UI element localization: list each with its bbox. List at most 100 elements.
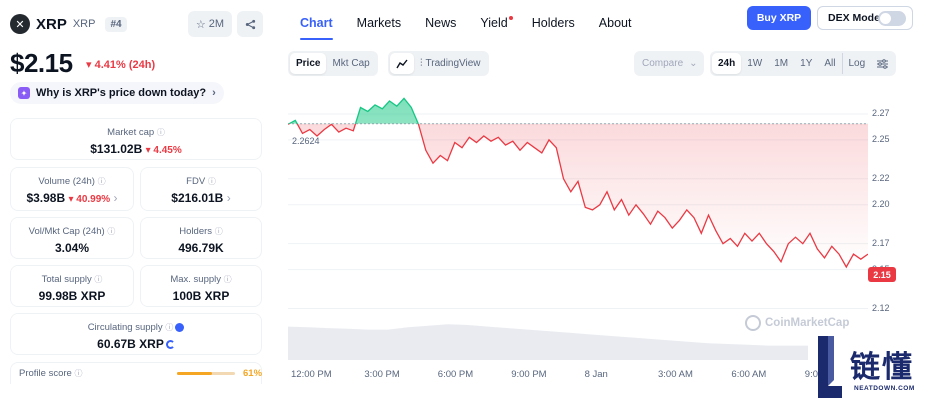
- toggle-knob: [880, 13, 891, 24]
- volume-area: [288, 324, 808, 360]
- profile-score[interactable]: Profile score ⓘ 61%: [10, 362, 262, 384]
- watchlist-count: 2M: [208, 18, 225, 30]
- cmc-logo-icon: [745, 315, 761, 331]
- vol-mkt-cap-value: 3.04%: [54, 241, 90, 255]
- volume-card[interactable]: Volume (24h) ⓘ $3.98B ▾ 40.99% ›: [10, 167, 134, 211]
- x-tick-label: 9:00 PM: [511, 369, 547, 380]
- info-icon[interactable]: ⓘ: [214, 227, 223, 236]
- tradingview-button[interactable]: ⫶ TradingView: [414, 53, 487, 74]
- x-tick-label: 6:00 AM: [731, 369, 767, 380]
- detail-tabs: Chart Markets News Yield Holders About: [288, 8, 643, 40]
- y-tick-label: 2.12: [872, 302, 890, 313]
- fdv-card[interactable]: FDV ⓘ $216.01B ›: [140, 167, 262, 211]
- y-tick-label: 2.22: [872, 172, 890, 183]
- neatdown-brand: 链懂 NEATDOWN.COM: [814, 334, 929, 405]
- info-icon[interactable]: ⓘ: [156, 128, 165, 137]
- why-prompt-label: Why is XRP's price down today?: [36, 87, 207, 99]
- dex-mode-label: DEX Mode: [828, 12, 880, 24]
- market-cap-label: Market cap: [107, 127, 155, 138]
- chevron-down-icon: ⌄: [689, 58, 698, 69]
- x-tick-label: 6:00 PM: [437, 369, 474, 380]
- coin-header: ✕ XRP XRP #4: [10, 14, 127, 34]
- range-all[interactable]: All: [824, 58, 836, 69]
- price-line-up: [288, 97, 419, 124]
- x-tick-label: 3:00 AM: [658, 369, 693, 380]
- vol-mkt-cap-label: Vol/Mkt Cap (24h): [28, 226, 105, 237]
- dex-mode-toggle[interactable]: DEX Mode: [817, 6, 913, 30]
- below-open-area: [288, 123, 868, 267]
- chart-style-switch: ⫶ TradingView: [388, 51, 489, 76]
- verified-check-icon: [175, 322, 185, 332]
- coin-name: XRP: [36, 15, 67, 33]
- profile-score-value: 61%: [243, 368, 263, 379]
- market-cap-card: Market cap ⓘ $131.02B ▾ 4.45%: [10, 118, 262, 160]
- chart-settings-button[interactable]: [871, 53, 894, 74]
- tab-markets[interactable]: Markets: [356, 16, 402, 30]
- range-1y[interactable]: 1Y: [800, 58, 813, 69]
- current-price-tag: 2.15: [868, 267, 896, 282]
- holders-card: Holders ⓘ 496.79K: [140, 217, 262, 259]
- tab-holders[interactable]: Holders: [531, 16, 575, 30]
- y-tick-label: 2.27: [872, 107, 890, 118]
- coin-symbol: XRP: [72, 18, 96, 30]
- y-tick-label: 2.20: [872, 198, 890, 209]
- info-icon[interactable]: ⓘ: [165, 323, 174, 332]
- info-icon[interactable]: ⓘ: [223, 275, 232, 284]
- info-icon[interactable]: ⓘ: [74, 369, 83, 378]
- tab-about[interactable]: About: [598, 16, 632, 30]
- info-icon[interactable]: ⓘ: [94, 275, 103, 284]
- option-price[interactable]: Price: [290, 53, 327, 74]
- new-indicator-dot: [508, 16, 513, 20]
- range-24h[interactable]: 24h: [712, 53, 742, 74]
- neatdown-logo-icon: [818, 336, 842, 398]
- profile-score-fill: [177, 372, 213, 375]
- toggle-switch[interactable]: [878, 11, 906, 26]
- vol-mkt-cap-card: Vol/Mkt Cap (24h) ⓘ 3.04%: [10, 217, 134, 259]
- sliders-icon: [877, 58, 889, 69]
- candlestick-icon: ⫶: [420, 58, 423, 69]
- line-chart-button[interactable]: [390, 53, 414, 74]
- chevron-right-icon: ›: [226, 191, 231, 205]
- volume-change: ▾ 40.99%: [68, 194, 111, 205]
- max-supply-label: Max. supply: [170, 274, 222, 285]
- rank-badge: #4: [105, 16, 127, 32]
- circulating-supply-label: Circulating supply: [87, 322, 163, 333]
- why-price-down-link[interactable]: ✦ Why is XRP's price down today? ›: [10, 82, 224, 104]
- y-tick-label: 2.25: [872, 133, 890, 144]
- info-icon[interactable]: ⓘ: [107, 227, 116, 236]
- coin-sidebar: ✕ XRP XRP #4 ☆ 2M $2.15 ▾ 4.41% (24h) ✦ …: [0, 0, 272, 405]
- fdv-label: FDV: [186, 176, 206, 187]
- log-scale-button[interactable]: Log: [841, 53, 872, 74]
- tab-chart[interactable]: Chart: [288, 8, 345, 40]
- watermark-label: CoinMarketCap: [765, 317, 850, 329]
- tab-news[interactable]: News: [425, 16, 457, 30]
- max-supply-card: Max. supply ⓘ 100B XRP: [140, 265, 262, 307]
- time-range-switch: 24h 1W 1M 1Y All Log: [710, 51, 897, 76]
- total-supply-label: Total supply: [41, 274, 92, 285]
- price-chart[interactable]: [288, 88, 908, 388]
- tab-yield[interactable]: Yield: [468, 8, 519, 38]
- chevron-right-icon: ›: [212, 87, 216, 99]
- info-icon[interactable]: ⓘ: [207, 177, 216, 186]
- range-1w[interactable]: 1W: [747, 58, 763, 69]
- chevron-right-icon: ›: [113, 191, 118, 205]
- compare-dropdown[interactable]: Compare ⌄: [634, 51, 704, 76]
- circulating-supply-card: Circulating supply ⓘ 60.67B XRP: [10, 313, 262, 355]
- star-icon: ☆: [195, 18, 206, 31]
- holders-value: 496.79K: [178, 241, 224, 255]
- info-icon[interactable]: ⓘ: [97, 177, 106, 186]
- ai-sparkle-icon: ✦: [18, 87, 30, 99]
- chart-type-switch: Price Mkt Cap: [288, 51, 378, 76]
- share-button[interactable]: [237, 11, 263, 37]
- volume-label: Volume (24h): [38, 176, 95, 187]
- option-mkt-cap[interactable]: Mkt Cap: [332, 58, 370, 69]
- range-1m[interactable]: 1M: [774, 58, 789, 69]
- buy-xrp-button[interactable]: Buy XRP: [747, 6, 811, 30]
- market-cap-value: $131.02B: [90, 142, 143, 156]
- holders-label: Holders: [179, 226, 213, 237]
- watchlist-button[interactable]: ☆ 2M: [188, 11, 232, 37]
- total-supply-value: 99.98B XRP: [38, 289, 106, 303]
- compare-label: Compare: [642, 58, 684, 69]
- market-cap-change: ▾ 4.45%: [145, 145, 182, 156]
- volume-value: $3.98B: [26, 191, 66, 205]
